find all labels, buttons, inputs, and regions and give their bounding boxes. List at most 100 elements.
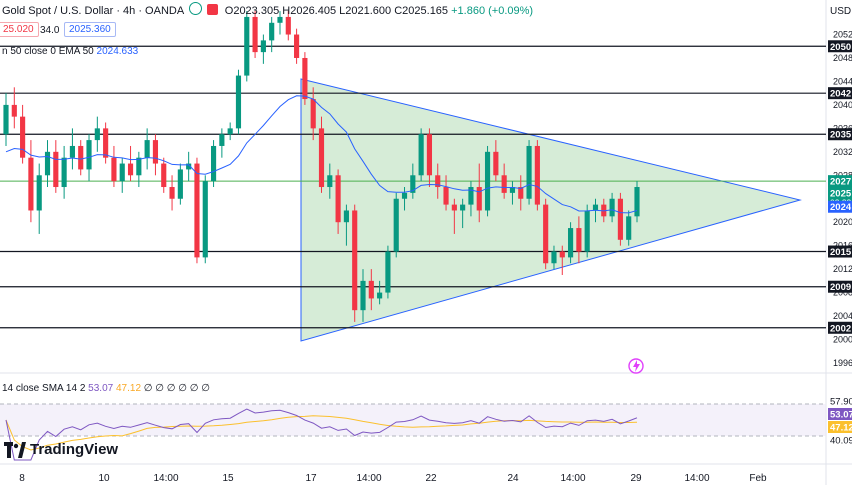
candle-76 <box>634 181 640 223</box>
y-tick-label: 2040 <box>833 100 852 110</box>
candle-body <box>127 163 134 176</box>
candle-12 <box>103 122 109 164</box>
candle-73 <box>609 192 615 223</box>
candle-body <box>20 116 26 158</box>
candle-51 <box>426 128 433 188</box>
candle-17 <box>144 128 150 170</box>
candle-body <box>551 251 557 264</box>
candle-body <box>451 204 457 211</box>
chart-header: Gold Spot / U.S. Dollar · 4h · OANDA O20… <box>2 2 533 17</box>
candle-body <box>327 175 333 188</box>
ask-price-box[interactable]: 2025.360 <box>64 22 116 37</box>
candle-body <box>493 151 499 176</box>
candle-body <box>136 157 142 176</box>
candle-body <box>343 210 349 223</box>
candle-54 <box>451 198 457 234</box>
level-tag-bg <box>828 175 852 188</box>
price-tag-bg <box>828 200 852 213</box>
candle-body <box>86 140 92 170</box>
y-tick-label: 2052 <box>833 30 852 40</box>
candle-16 <box>136 151 142 188</box>
candle-body <box>186 163 192 170</box>
candle-69 <box>576 216 582 264</box>
level-tag-bg <box>828 87 852 100</box>
y-tick-label: 2000 <box>833 335 852 345</box>
candle-22 <box>186 151 192 182</box>
currency-label: USD <box>830 6 852 17</box>
candle-body <box>11 104 17 117</box>
candle-body <box>584 210 590 252</box>
candle-body <box>161 163 167 188</box>
candle-body <box>534 145 540 205</box>
candle-body <box>310 99 316 129</box>
candle-body <box>626 216 632 240</box>
candle-body <box>61 157 67 188</box>
candle-body <box>518 187 524 199</box>
candle-62 <box>518 175 524 211</box>
symbol-title: Gold Spot / U.S. Dollar · 4h · OANDA <box>2 5 184 17</box>
rsi-sma-value: 47.12 <box>115 383 142 394</box>
level-tag-label: 2002 <box>830 323 851 334</box>
candle-25 <box>210 140 217 188</box>
candle-body <box>401 192 408 199</box>
candle-64 <box>534 140 540 211</box>
tradingview-logo: TradingView <box>4 441 118 458</box>
rsi-placeholders: ∅ ∅ ∅ ∅ ∅ ∅ <box>143 383 210 394</box>
candle-19 <box>161 157 167 193</box>
candle-30 <box>252 11 258 58</box>
change-value: +1.860 (+0.09%) <box>451 5 534 17</box>
candle-body <box>69 145 75 158</box>
candle-body <box>435 175 441 188</box>
candle-body <box>460 204 466 211</box>
candle-37 <box>310 87 316 141</box>
candle-50 <box>418 128 424 182</box>
candle-body <box>294 34 300 58</box>
candle-53 <box>443 175 449 211</box>
x-tick-label: 8 <box>19 473 25 484</box>
candle-70 <box>584 204 590 258</box>
alert-icon[interactable] <box>206 4 218 15</box>
x-tick-label: 29 <box>630 473 642 484</box>
candle-11 <box>94 116 100 152</box>
candle-body <box>285 16 291 35</box>
candle-55 <box>460 198 466 229</box>
candle-body <box>352 210 358 311</box>
y-tick-label: 2020 <box>833 217 852 227</box>
x-tick-label: 22 <box>425 473 437 484</box>
candle-body <box>44 151 51 176</box>
level-tag-label: 2042 <box>830 89 851 100</box>
candle-body <box>335 175 341 223</box>
x-tick-label: 14:00 <box>153 473 178 484</box>
lightning-icon-bolt <box>633 360 640 372</box>
close-value: C2025.165 <box>394 5 449 17</box>
x-tick-label: Feb <box>749 473 767 484</box>
candle-44 <box>368 269 374 311</box>
candle-32 <box>269 16 275 53</box>
candle-body <box>235 75 242 129</box>
candle-body <box>169 187 175 199</box>
candle-27 <box>227 122 233 141</box>
candle-60 <box>501 163 507 199</box>
price-tag-label: 2024 <box>830 202 852 213</box>
settings-icon[interactable] <box>188 2 202 15</box>
candle-body <box>277 16 283 23</box>
level-tag-bg <box>828 245 852 258</box>
level-tag-bg <box>828 128 852 141</box>
candle-body <box>269 22 275 41</box>
x-tick-label: 15 <box>222 473 234 484</box>
candle-body <box>36 175 42 211</box>
candle-body <box>28 157 34 211</box>
candle-40 <box>335 169 341 234</box>
bid-price-box[interactable]: 25.020 <box>0 22 39 37</box>
candle-body <box>260 40 266 53</box>
y-tick-label: 2032 <box>833 147 852 157</box>
candle-52 <box>435 163 441 199</box>
candle-body <box>592 204 599 211</box>
candle-42 <box>352 204 358 322</box>
candle-body <box>568 228 574 258</box>
level-tag-label: 2050 <box>830 42 851 53</box>
rsi-sma-line <box>5 415 638 451</box>
candle-body <box>526 145 532 199</box>
triangle-pattern <box>300 78 802 342</box>
